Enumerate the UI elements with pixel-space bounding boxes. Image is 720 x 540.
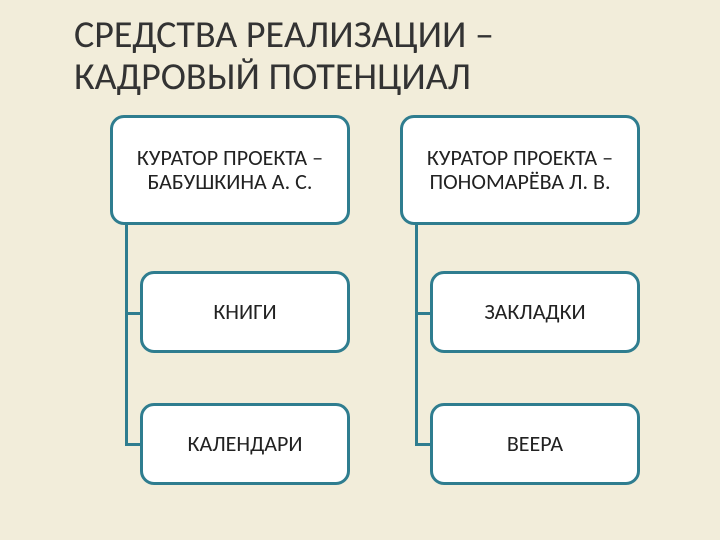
node-label: КАЛЕНДАРИ [143,426,347,462]
connector-line [125,443,140,446]
connector-line [415,443,430,446]
connector-line [415,225,418,443]
connector-line [125,225,128,443]
slide-title: СРЕДСТВА РЕАЛИЗАЦИИ – КАДРОВЫЙ ПОТЕНЦИАЛ [74,15,664,99]
tree-root-node: КУРАТОР ПРОЕКТА – ПОНОМАРЁВА Л. В. [400,115,640,225]
connector-line [415,312,430,315]
tree-root-node: КУРАТОР ПРОЕКТА – БАБУШКИНА А. С. [110,115,350,225]
node-label: ЗАКЛАДКИ [433,294,637,330]
diagram: КУРАТОР ПРОЕКТА – БАБУШКИНА А. С. КНИГИ … [0,115,720,525]
node-label: КУРАТОР ПРОЕКТА – ПОНОМАРЁВА Л. В. [403,140,637,200]
tree-child-node: КНИГИ [140,271,350,353]
tree-child-node: ВЕЕРА [430,403,640,485]
tree-child-node: КАЛЕНДАРИ [140,403,350,485]
connector-line [125,312,140,315]
node-label: КУРАТОР ПРОЕКТА – БАБУШКИНА А. С. [113,140,347,200]
slide: СРЕДСТВА РЕАЛИЗАЦИИ – КАДРОВЫЙ ПОТЕНЦИАЛ… [0,0,720,540]
node-label: ВЕЕРА [433,426,637,462]
tree-child-node: ЗАКЛАДКИ [430,271,640,353]
node-label: КНИГИ [143,294,347,330]
